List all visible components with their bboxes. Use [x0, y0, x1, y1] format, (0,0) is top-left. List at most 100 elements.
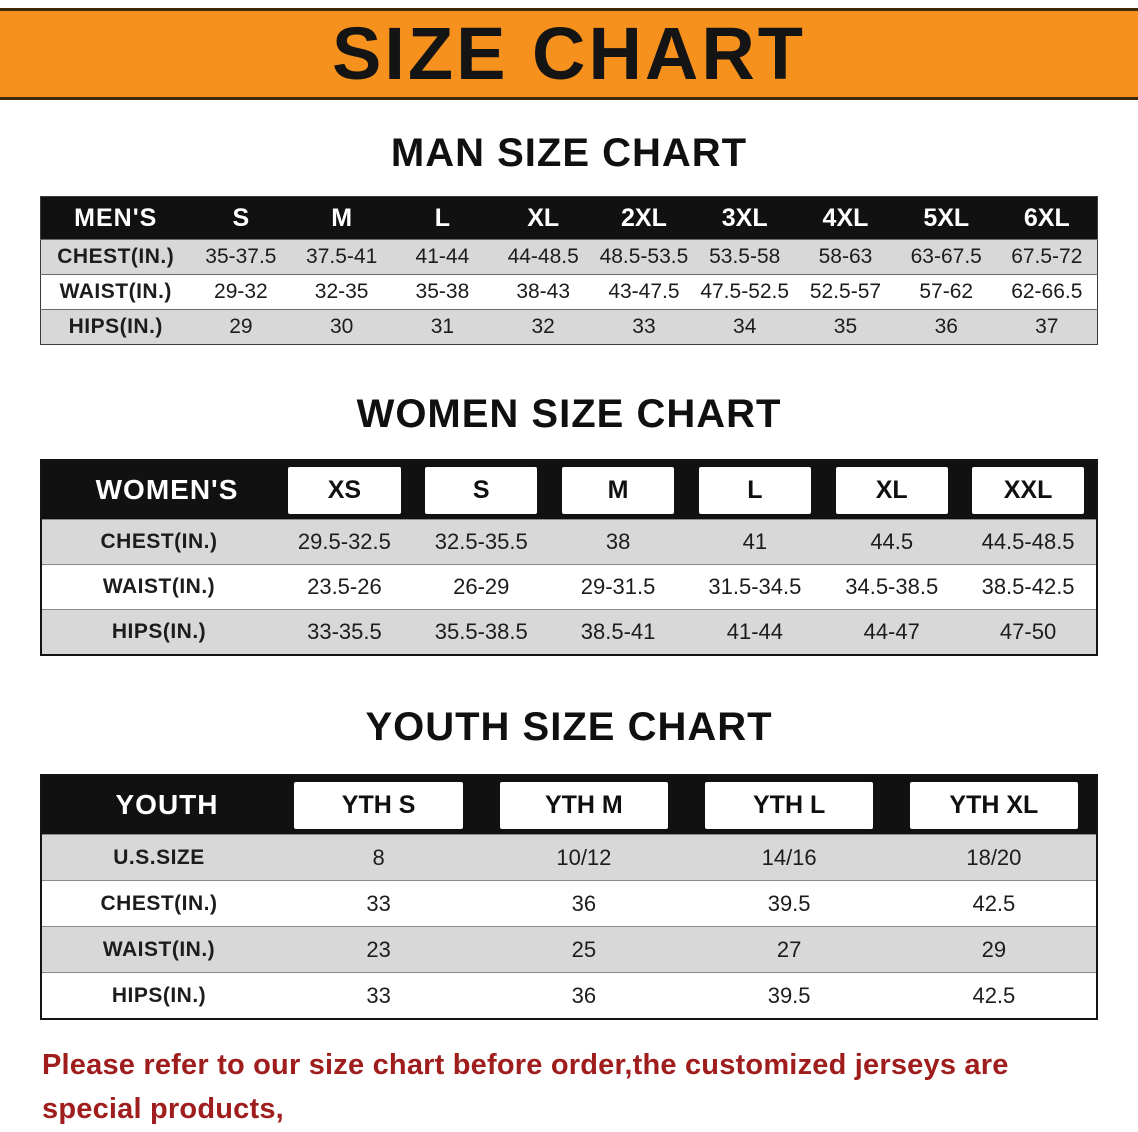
row-label: U.S.SIZE — [41, 834, 276, 881]
women-size-header: XS — [276, 460, 413, 520]
size-pill: M — [561, 466, 675, 514]
women-hips-row: HIPS(IN.) 33-35.5 35.5-38.5 38.5-41 41-4… — [41, 609, 1097, 655]
table-cell: 44-47 — [823, 609, 961, 655]
table-cell: 8 — [276, 834, 482, 881]
table-cell: 25 — [481, 926, 687, 973]
women-table-header-row: WOMEN'S XS S M L XL XXL — [41, 460, 1097, 520]
table-cell: 35 — [795, 309, 896, 345]
table-cell: 43-47.5 — [608, 280, 680, 303]
table-cell: 23.5-26 — [307, 574, 382, 599]
men-size-header: XL — [492, 196, 594, 240]
table-cell: 33 — [593, 309, 695, 345]
table-cell: 44.5 — [823, 519, 961, 565]
men-size-header: M — [291, 196, 393, 240]
row-label: HIPS(IN.) — [41, 609, 276, 655]
men-size-header: 6XL — [996, 196, 1098, 240]
row-label: HIPS(IN.) — [40, 309, 191, 345]
men-chest-row: CHEST(IN.) 35-37.5 37.5-41 41-44 44-48.5… — [40, 239, 1098, 275]
men-size-header: S — [190, 196, 292, 240]
table-cell: 38-43 — [516, 280, 571, 303]
row-label: WAIST(IN.) — [102, 575, 216, 598]
footer-notice: Please refer to our size chart before or… — [42, 1044, 1096, 1132]
women-size-header: M — [549, 460, 687, 520]
table-cell: 53.5-58 — [694, 239, 796, 275]
table-cell: 18/20 — [891, 834, 1097, 881]
women-section: WOMEN SIZE CHART WOMEN'S XS S M L XL XXL… — [0, 391, 1138, 656]
youth-size-header: YTH M — [481, 775, 687, 835]
table-cell: 35-37.5 — [190, 239, 292, 275]
table-cell: 36 — [895, 309, 997, 345]
table-cell: 14/16 — [686, 834, 892, 881]
men-size-header: 4XL — [795, 196, 896, 240]
table-cell: 67.5-72 — [996, 239, 1098, 275]
table-cell: 36 — [571, 890, 597, 916]
size-pill: XS — [288, 466, 401, 514]
youth-size-table: YOUTH YTH S YTH M YTH L YTH XL U.S.SIZE … — [40, 774, 1098, 1020]
women-size-header: S — [412, 460, 550, 520]
table-cell: 26-29 — [453, 574, 510, 599]
youth-size-header: YTH S — [276, 775, 482, 835]
youth-section: YOUTH SIZE CHART YOUTH YTH S YTH M YTH L… — [0, 704, 1138, 1020]
table-cell: 41-44 — [686, 609, 824, 655]
page-title: SIZE CHART — [332, 12, 806, 95]
women-size-header: L — [686, 460, 824, 520]
women-size-table: WOMEN'S XS S M L XL XXL CHEST(IN.) 29.5-… — [40, 459, 1098, 656]
table-cell: 63-67.5 — [895, 239, 997, 275]
men-waist-row: WAIST(IN.) 29-32 32-35 35-38 38-43 43-47… — [40, 274, 1098, 310]
table-cell: 47.5-52.5 — [700, 280, 790, 303]
women-waist-row: WAIST(IN.) 23.5-26 26-29 29-31.5 31.5-34… — [41, 564, 1097, 610]
youth-ussize-row: U.S.SIZE 8 10/12 14/16 18/20 — [41, 834, 1097, 881]
table-cell: 33 — [366, 890, 391, 916]
table-cell: 29.5-32.5 — [276, 519, 413, 565]
row-label: HIPS(IN.) — [111, 983, 207, 1007]
table-cell: 38.5-42.5 — [981, 574, 1075, 599]
youth-section-heading: YOUTH SIZE CHART — [365, 705, 773, 749]
youth-hips-row: HIPS(IN.) 33 36 39.5 42.5 — [41, 972, 1097, 1020]
table-cell: 52.5-57 — [809, 280, 882, 303]
size-pill: YTH L — [704, 781, 874, 829]
size-pill: XXL — [972, 466, 1084, 514]
table-cell: 29-32 — [214, 280, 268, 303]
table-cell: 37 — [996, 309, 1098, 345]
youth-table-header-row: YOUTH YTH S YTH M YTH L YTH XL — [41, 775, 1097, 835]
table-cell: 34 — [694, 309, 796, 345]
table-cell: 30 — [291, 309, 393, 345]
women-table-title-cell: WOMEN'S — [41, 460, 276, 520]
women-chest-row: CHEST(IN.) 29.5-32.5 32.5-35.5 38 41 44.… — [41, 519, 1097, 565]
row-label: WAIST(IN.) — [41, 926, 276, 973]
table-cell: 35.5-38.5 — [412, 609, 550, 655]
table-cell: 27 — [686, 926, 892, 973]
table-cell: 39.5 — [767, 982, 811, 1008]
men-section: MAN SIZE CHART MEN'S S M L XL 2XL 3XL 4X… — [0, 130, 1138, 345]
table-cell: 32-35 — [314, 280, 369, 303]
notice-line-1: Please refer to our size chart before or… — [42, 1049, 1009, 1125]
table-cell: 29-31.5 — [580, 574, 656, 599]
table-cell: 34.5-38.5 — [845, 574, 939, 599]
table-cell: 35-38 — [415, 280, 470, 303]
table-cell: 47-50 — [960, 609, 1097, 655]
table-cell: 31.5-34.5 — [708, 574, 802, 599]
women-size-header: XL — [823, 460, 961, 520]
table-cell: 48.5-53.5 — [593, 239, 695, 275]
banner: SIZE CHART — [0, 8, 1138, 100]
women-size-header: XXL — [960, 460, 1097, 520]
men-table-header-row: MEN'S S M L XL 2XL 3XL 4XL 5XL 6XL — [40, 196, 1098, 240]
table-cell: 58-63 — [795, 239, 896, 275]
table-cell: 33-35.5 — [276, 609, 413, 655]
row-label: WAIST(IN.) — [59, 280, 172, 303]
table-cell: 37.5-41 — [291, 239, 393, 275]
row-label: CHEST(IN.) — [41, 519, 276, 565]
table-cell: 42.5 — [972, 890, 1016, 916]
men-size-header: 3XL — [694, 196, 796, 240]
table-cell: 33 — [366, 982, 391, 1008]
men-section-heading: MAN SIZE CHART — [390, 131, 748, 175]
size-pill: YTH XL — [910, 781, 1078, 829]
table-cell: 44-48.5 — [492, 239, 594, 275]
youth-waist-row: WAIST(IN.) 23 25 27 29 — [41, 926, 1097, 973]
table-cell: 57-62 — [919, 280, 974, 303]
youth-size-header: YTH XL — [891, 775, 1097, 835]
youth-size-header: YTH L — [686, 775, 892, 835]
table-cell: 32.5-35.5 — [412, 519, 550, 565]
row-label: CHEST(IN.) — [40, 239, 191, 275]
